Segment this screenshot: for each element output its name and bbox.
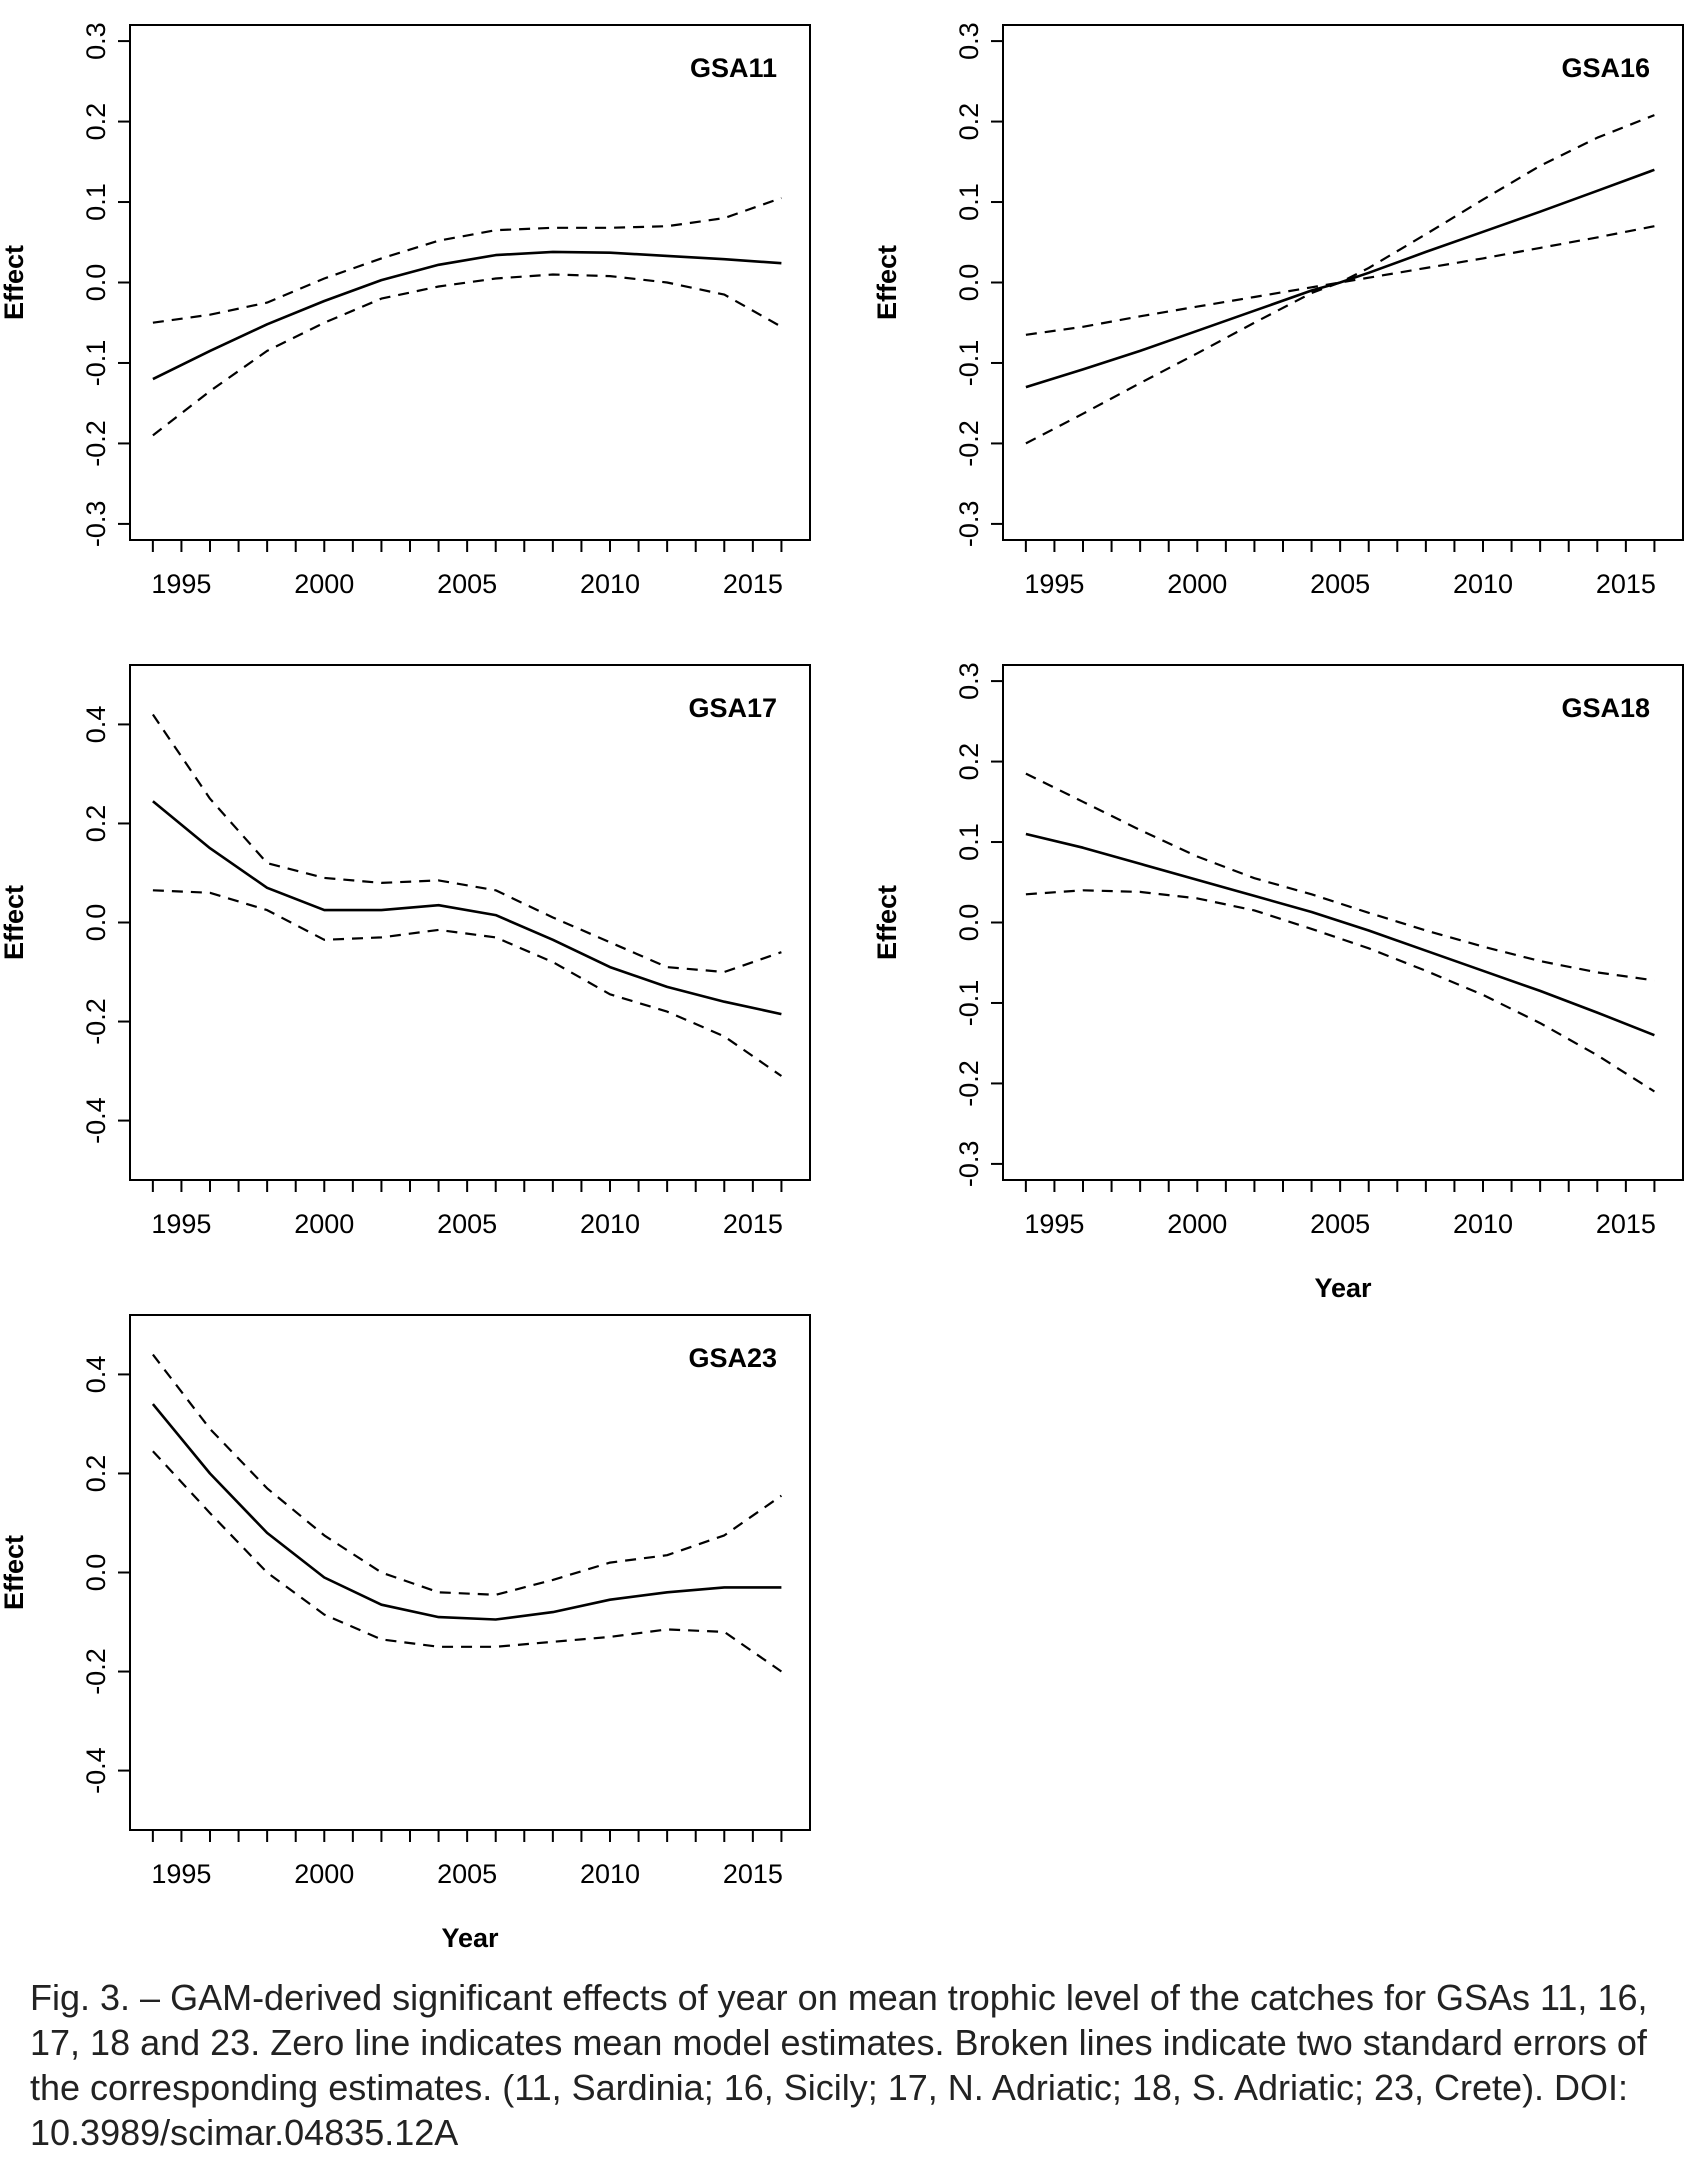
x-tick-label-2005: 2005: [437, 1209, 497, 1239]
plot-frame: [129, 1314, 811, 1831]
y-tick-label: -0.1: [954, 340, 984, 387]
y-tick-label: 0.0: [81, 904, 111, 942]
standard-error-line-1: [1025, 772, 1655, 982]
x-tick-label-2015: 2015: [723, 569, 783, 599]
y-tick-label: -0.2: [81, 998, 111, 1045]
x-tick-label-1995: 1995: [151, 1209, 211, 1239]
y-tick-label: -0.2: [954, 420, 984, 467]
y-axis-title: Effect: [0, 1535, 29, 1610]
x-tick-label-2005: 2005: [437, 569, 497, 599]
y-tick-label: 0.4: [81, 1356, 111, 1394]
effect-estimate-line: [152, 250, 782, 381]
y-tick-label: -0.1: [81, 340, 111, 387]
y-tick-label: -0.2: [81, 1648, 111, 1695]
y-tick-label: -0.2: [81, 420, 111, 467]
y-tick-label: 0.2: [81, 805, 111, 843]
standard-error-line-2: [1025, 114, 1655, 445]
standard-error-line-1: [151, 713, 782, 974]
panel-title: GSA16: [1561, 53, 1650, 83]
figure: 1995 2000 2005 2010 2015 -0.3 -0.2 -0.1 0.0 0.1 0.…: [0, 22, 1684, 1953]
plot-frame: [129, 664, 811, 1181]
x-tick-label-1995: 1995: [1024, 569, 1084, 599]
y-tick-label: 0.1: [954, 183, 984, 221]
y-tick-label: -0.2: [954, 1060, 984, 1107]
panel-title: GSA18: [1561, 693, 1650, 723]
y-tick-label: -0.3: [954, 1141, 984, 1188]
x-tick-label-2010: 2010: [1453, 569, 1513, 599]
standard-error-line-1: [1025, 225, 1655, 336]
y-tick-label: 0.0: [954, 904, 984, 942]
standard-error-line-2: [152, 889, 783, 1077]
x-tick-label-2010: 2010: [580, 1859, 640, 1889]
y-tick-label: -0.3: [954, 501, 984, 548]
effect-estimate-line: [152, 800, 782, 1016]
chart-panel-gsa18: 1995 2000 2005 2010 2015 -0.3 -0.2 -0.1 0.0 0.1 0.…: [872, 662, 1684, 1303]
y-tick-label: 0.1: [954, 823, 984, 861]
y-tick-label: -0.4: [81, 1097, 111, 1144]
x-tick-label-2010: 2010: [580, 569, 640, 599]
y-axis-title: Effect: [872, 885, 902, 960]
x-tick-label-2015: 2015: [723, 1209, 783, 1239]
standard-error-line-2: [1025, 889, 1655, 1093]
x-tick-label-1995: 1995: [1024, 1209, 1084, 1239]
chart-panel-gsa16: 1995 2000 2005 2010 2015 -0.3 -0.2 -0.1 0.0 0.1 0.…: [872, 22, 1684, 599]
x-tick-label-2010: 2010: [580, 1209, 640, 1239]
y-tick-label: 0.0: [954, 264, 984, 302]
x-tick-label-2010: 2010: [1453, 1209, 1513, 1239]
chart-panel-gsa17: 1995 2000 2005 2010 2015 -0.4 -0.2 0.0 0.2 0.4 Eff…: [0, 664, 811, 1239]
y-tick-label: 0.4: [81, 706, 111, 744]
chart-panel-gsa11: 1995 2000 2005 2010 2015 -0.3 -0.2 -0.1 0.0 0.1 0.…: [0, 22, 811, 599]
x-tick-label-2005: 2005: [437, 1859, 497, 1889]
x-axis-title: Year: [1314, 1273, 1372, 1303]
standard-error-line-1: [152, 196, 782, 324]
y-tick-label: 0.3: [954, 22, 984, 60]
effect-estimate-line: [151, 1403, 782, 1621]
x-tick-label-2000: 2000: [294, 1209, 354, 1239]
x-tick-label-2015: 2015: [723, 1859, 783, 1889]
standard-error-line-2: [152, 1450, 783, 1673]
x-tick-label-2015: 2015: [1596, 569, 1656, 599]
effect-estimate-line: [1025, 832, 1655, 1037]
effect-estimate-line: [1025, 168, 1655, 389]
x-tick-label-1995: 1995: [151, 1859, 211, 1889]
standard-error-line-1: [152, 1353, 783, 1596]
y-tick-label: 0.0: [81, 264, 111, 302]
x-tick-label-2005: 2005: [1310, 1209, 1370, 1239]
x-tick-label-2015: 2015: [1596, 1209, 1656, 1239]
y-tick-label: -0.3: [81, 501, 111, 548]
y-axis-title: Effect: [0, 245, 29, 320]
y-tick-label: 0.1: [81, 183, 111, 221]
y-axis-title: Effect: [872, 245, 902, 320]
x-tick-label-2000: 2000: [294, 1859, 354, 1889]
panel-title: GSA17: [688, 693, 777, 723]
y-tick-label: 0.3: [81, 22, 111, 60]
y-tick-label: -0.1: [954, 980, 984, 1027]
panel-title: GSA23: [688, 1343, 777, 1373]
x-tick-label-2005: 2005: [1310, 569, 1370, 599]
y-tick-label: 0.2: [81, 103, 111, 141]
panel-title: GSA11: [690, 53, 777, 83]
x-tick-label-2000: 2000: [294, 569, 354, 599]
y-tick-label: 0.0: [81, 1554, 111, 1592]
chart-panel-gsa23: 1995 2000 2005 2010 2015 -0.4 -0.2 0.0 0.2 0.4 Eff…: [0, 1314, 811, 1953]
figure-caption: Fig. 3. – GAM-derived significant effect…: [30, 1977, 1648, 2153]
y-tick-label: 0.2: [954, 103, 984, 141]
x-tick-label-1995: 1995: [151, 569, 211, 599]
standard-error-line-2: [152, 273, 782, 437]
y-tick-label: 0.2: [81, 1455, 111, 1493]
plot-frame: [129, 24, 811, 541]
x-axis-title: Year: [441, 1923, 499, 1953]
x-tick-label-2000: 2000: [1167, 1209, 1227, 1239]
x-tick-label-2000: 2000: [1167, 569, 1227, 599]
y-tick-label: -0.4: [81, 1747, 111, 1794]
y-axis-title: Effect: [0, 885, 29, 960]
y-tick-label: 0.3: [954, 662, 984, 700]
y-tick-label: 0.2: [954, 743, 984, 781]
